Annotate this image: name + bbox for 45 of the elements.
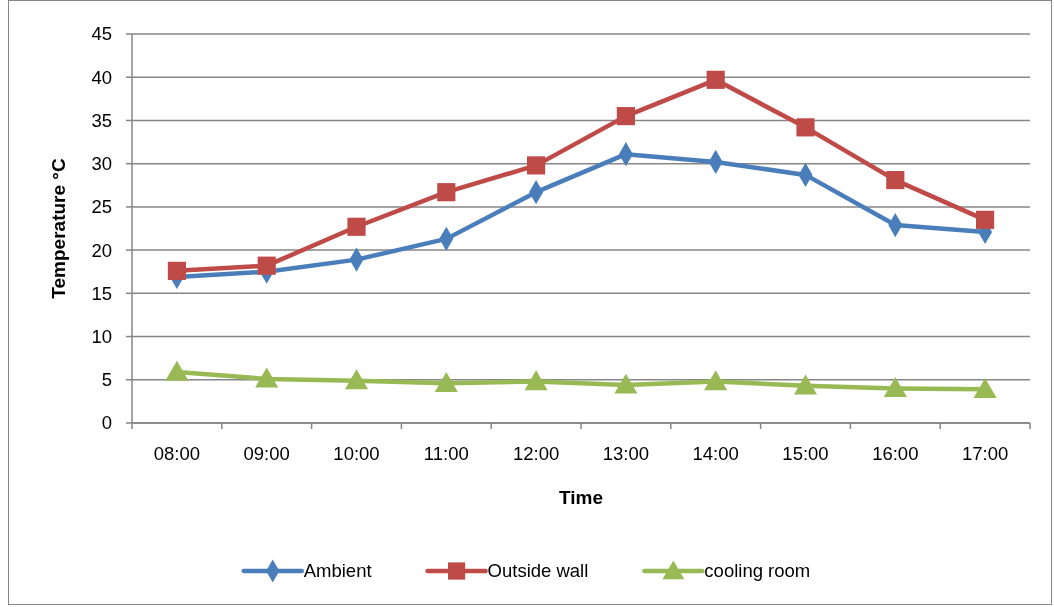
x-tick-label: 15:00 bbox=[782, 443, 829, 465]
point bbox=[347, 217, 366, 236]
y-tick-label: 25 bbox=[91, 196, 112, 218]
legend-label: Outside wall bbox=[487, 560, 589, 582]
point bbox=[973, 377, 997, 398]
point bbox=[704, 370, 728, 391]
legend-label: cooling room bbox=[704, 560, 811, 582]
x-tick-label: 16:00 bbox=[872, 443, 919, 465]
x-tick-label: 12:00 bbox=[512, 443, 560, 465]
point bbox=[883, 377, 907, 398]
x-tick-label: 14:00 bbox=[692, 443, 739, 465]
y-tick-label: 35 bbox=[91, 109, 112, 131]
point bbox=[257, 256, 276, 275]
point bbox=[524, 370, 548, 391]
point bbox=[527, 156, 546, 175]
point bbox=[976, 210, 995, 229]
x-tick-label: 17:00 bbox=[961, 443, 1009, 465]
x-axis-title: Time bbox=[558, 486, 604, 508]
y-tick-label: 15 bbox=[91, 282, 112, 304]
y-axis-title: Temperature °C bbox=[47, 158, 69, 299]
point bbox=[165, 360, 189, 381]
point bbox=[434, 371, 458, 392]
x-tick-label: 09:00 bbox=[243, 443, 290, 465]
point bbox=[167, 261, 186, 280]
point bbox=[796, 118, 815, 137]
x-tick-label: 11:00 bbox=[423, 443, 469, 465]
x-tick-label: 08:00 bbox=[153, 443, 201, 465]
y-tick-label: 20 bbox=[91, 239, 112, 261]
y-tick-label: 5 bbox=[101, 369, 112, 391]
y-tick-label: 45 bbox=[91, 23, 112, 45]
y-tick-label: 10 bbox=[91, 326, 112, 348]
x-tick-label: 10:00 bbox=[333, 443, 380, 465]
point bbox=[255, 367, 279, 388]
x-tick-label: 13:00 bbox=[602, 443, 650, 465]
point bbox=[793, 374, 818, 395]
point bbox=[616, 107, 635, 126]
point bbox=[614, 373, 638, 394]
y-tick-label: 0 bbox=[101, 412, 112, 434]
legend-label: Ambient bbox=[303, 560, 372, 582]
point bbox=[437, 183, 456, 202]
y-tick-label: 40 bbox=[91, 66, 112, 88]
point bbox=[886, 171, 905, 190]
y-tick-label: 30 bbox=[91, 153, 112, 175]
point bbox=[344, 369, 369, 390]
point bbox=[706, 70, 725, 89]
